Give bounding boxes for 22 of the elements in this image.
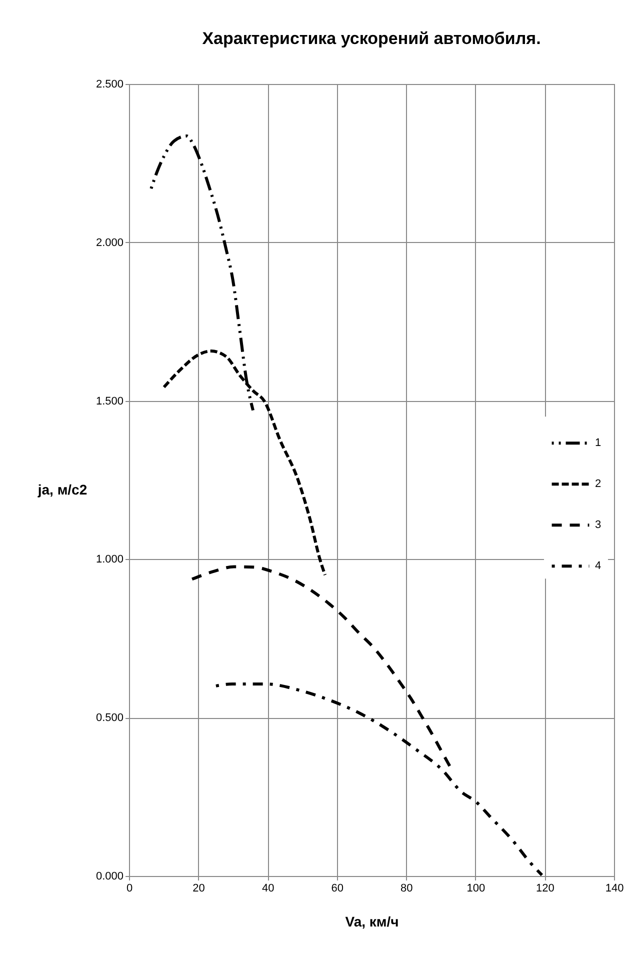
y-tick-label: 0.500	[96, 712, 124, 724]
legend-label: 4	[595, 560, 602, 572]
y-tick-label: 2.500	[96, 78, 124, 90]
legend-label: 2	[595, 478, 602, 490]
x-tick-label: 140	[605, 882, 624, 894]
y-tick-label: 1.500	[96, 395, 124, 408]
chart-title: Характеристика ускорений автомобиля.	[202, 29, 541, 48]
y-tick-label: 1.000	[96, 554, 124, 566]
x-tick-label: 40	[262, 882, 274, 894]
x-tick-label: 60	[331, 882, 344, 894]
x-axis-title: Va, км/ч	[345, 914, 399, 930]
line-series	[214, 682, 544, 877]
y-tick-label: 0.000	[96, 870, 124, 882]
legend-label: 3	[595, 519, 602, 532]
y-tick-label: 2.000	[96, 236, 124, 249]
x-tick-label: 20	[192, 882, 205, 894]
y-axis-title: ja, м/с2	[36, 482, 88, 498]
x-tick-label: 0	[126, 882, 133, 894]
x-tick-label: 100	[466, 882, 486, 894]
x-tick-label: 120	[536, 882, 554, 894]
legend-label: 1	[595, 437, 602, 450]
x-tick-label: 80	[400, 882, 413, 894]
